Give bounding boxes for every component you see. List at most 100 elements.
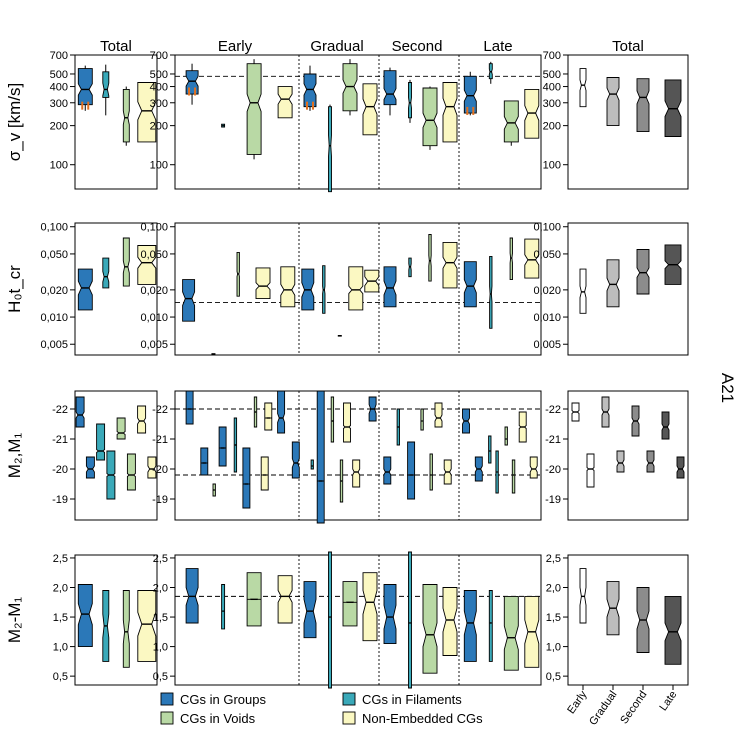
right-box-3-1 <box>606 581 620 636</box>
panel-left-3-ytick-label: 1,5 <box>53 612 68 624</box>
mid-item-2-11 <box>310 459 314 470</box>
right-xtick-label-second: Second <box>618 689 649 726</box>
panel-left-1-ytick-label: 0,020 <box>40 285 68 297</box>
mid-box-0-1-3 <box>362 83 378 136</box>
panel-right-2-ytick-label: -20 <box>545 464 561 476</box>
mid-box-3-2-2-body <box>422 584 438 674</box>
panel-right-2-ytick-label: -19 <box>545 494 561 506</box>
left-box-1-0 <box>77 268 93 311</box>
mid-item-2-16-body <box>352 459 361 488</box>
mid-box-0-2-0 <box>383 67 397 116</box>
mid-box-3-1-1 <box>328 551 332 689</box>
panel-right-1-ytick-label: 0,020 <box>533 285 561 297</box>
right-box-1-1-body <box>606 259 620 308</box>
mid-box-3-2-3-body <box>442 587 458 656</box>
panel-right-2-ytick-label: -22 <box>545 404 561 416</box>
mid-item-2-2 <box>212 483 216 497</box>
mid-item-2-28 <box>495 450 499 494</box>
mid-item-2-29-body <box>504 426 508 446</box>
mid-box-0-0-3-body <box>277 86 293 119</box>
mid-item-2-20 <box>407 441 416 500</box>
mid-item-2-14 <box>339 459 344 503</box>
mid-box-0-0-0 <box>185 63 199 105</box>
panel-right-1-ytick-label: 0,010 <box>533 312 561 324</box>
left-box-0-2-body <box>122 88 130 143</box>
mid-item-2-22 <box>429 453 433 491</box>
mid-box-1-2-0-body <box>383 266 397 308</box>
column-title-second: Second <box>392 38 443 55</box>
panel-left-3-frame <box>74 554 158 686</box>
mid-item-2-32-body <box>529 456 538 479</box>
mid-item-2-18-body <box>383 456 392 485</box>
mid-item-2-29 <box>504 426 508 446</box>
mid-item-2-26 <box>474 456 483 482</box>
left-box-2-2-body <box>96 423 106 461</box>
panel-mid-0-ytick-label: 100 <box>150 160 168 172</box>
row-label-3: M₂-M₁ <box>5 597 24 644</box>
mid-box-1-3-2-body <box>509 237 513 281</box>
panel-mid-2-ytick-label: -19 <box>152 494 168 506</box>
mid-box-0-3-3-body <box>524 88 540 139</box>
mid-box-1-0-2 <box>236 251 240 297</box>
panel-right-3-ytick-label: 1,0 <box>546 642 561 654</box>
legend-swatch-2 <box>160 711 174 725</box>
mid-box-1-2-1 <box>408 257 412 278</box>
right-box-2-6 <box>661 411 670 440</box>
mid-item-2-19 <box>396 408 400 446</box>
panel-right-1-frame <box>567 222 689 356</box>
mid-item-2-15 <box>343 402 351 443</box>
mid-box-1-0-3 <box>255 267 271 300</box>
mid-box-0-3-3 <box>524 88 540 139</box>
panel-left-1-ytick-label: 0,005 <box>40 339 68 351</box>
left-box-2-3 <box>106 450 116 500</box>
mid-box-1-3-1-body <box>489 255 493 329</box>
mid-box-3-0-1 <box>221 584 226 630</box>
mid-box-3-1-3 <box>362 572 378 642</box>
mid-box-1-1-3-body <box>348 266 364 311</box>
left-box-2-0-body <box>75 396 85 428</box>
mid-box-3-1-0-body <box>303 581 317 639</box>
mid-box-0-0-2-body <box>246 63 262 155</box>
mid-box-0-0-3 <box>277 86 293 119</box>
right-box-2-7-body <box>676 456 685 479</box>
right-box-3-3-body <box>664 595 682 665</box>
panel-mid-0-frame <box>174 54 542 190</box>
mid-item-2-10 <box>291 441 300 479</box>
left-box-3-0 <box>77 584 93 648</box>
legend-label-1: CGs in Filaments <box>362 692 462 707</box>
left-box-0-0 <box>77 65 93 111</box>
mid-item-2-23-body <box>434 402 443 428</box>
left-box-2-7 <box>147 456 157 479</box>
mid-item-2-11-body <box>310 459 314 470</box>
panel-right-0-frame <box>567 54 689 190</box>
mid-box-3-1-2 <box>342 581 358 627</box>
mid-box-1-3-0 <box>463 261 477 308</box>
panel-left-3-ytick-label: 2,0 <box>53 583 68 595</box>
right-box-2-1 <box>586 453 595 488</box>
mid-box-3-2-1 <box>408 551 412 689</box>
mid-item-2-8-body <box>264 402 273 431</box>
left-box-3-1 <box>102 590 110 662</box>
panel-left-2-ytick-label: -20 <box>52 464 68 476</box>
column-title-late: Late <box>483 38 512 55</box>
right-box-1-2-body <box>636 249 650 295</box>
mid-item-2-4 <box>233 417 238 473</box>
left-box-1-2 <box>122 237 130 287</box>
mid-item-2-5 <box>242 447 251 509</box>
panel-right-0-ytick-label: 200 <box>543 121 561 133</box>
panel-left-3-ytick-label: 2,5 <box>53 553 68 565</box>
right-box-1-3 <box>664 244 682 285</box>
mid-box-1-2-0 <box>383 266 397 308</box>
mid-box-3-3-0 <box>463 590 477 662</box>
left-box-2-2 <box>96 423 106 461</box>
mid-box-0-2-3-body <box>442 82 458 143</box>
panel-left-3-ytick-label: 1,0 <box>53 642 68 654</box>
panel-mid-1-ytick-label: 0,050 <box>140 249 168 261</box>
left-box-1-3 <box>137 245 157 285</box>
mid-box-3-3-1-body <box>488 590 493 662</box>
left-box-0-3 <box>137 82 157 143</box>
mid-box-0-2-0-body <box>383 70 397 106</box>
left-box-2-7-body <box>147 456 157 479</box>
mid-box-3-2-2 <box>422 584 438 674</box>
mid-item-2-16 <box>352 459 361 488</box>
